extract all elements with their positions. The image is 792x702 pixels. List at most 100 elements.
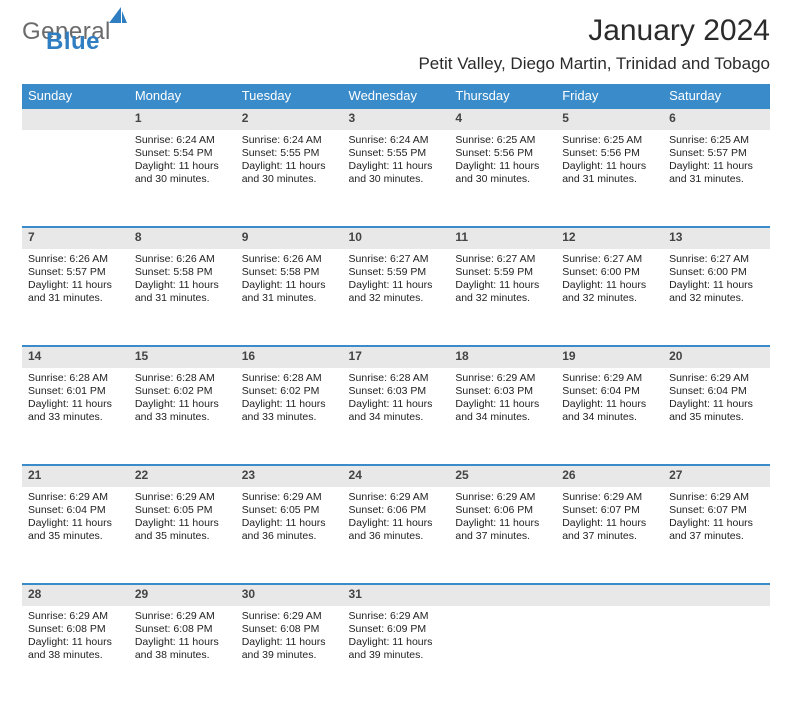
day-content-cell: Sunrise: 6:29 AMSunset: 6:06 PMDaylight:… — [343, 487, 450, 584]
day-info-line: and 37 minutes. — [669, 530, 764, 543]
logo-sail-icon — [107, 5, 129, 25]
day-info-line: Daylight: 11 hours — [455, 517, 550, 530]
day-info-line: Sunrise: 6:29 AM — [455, 372, 550, 385]
day-info-line: and 31 minutes. — [135, 292, 230, 305]
day-header-row: Sunday Monday Tuesday Wednesday Thursday… — [22, 84, 770, 108]
day-info-line: Daylight: 11 hours — [669, 398, 764, 411]
day-content-cell: Sunrise: 6:29 AMSunset: 6:05 PMDaylight:… — [129, 487, 236, 584]
day-info-line: and 30 minutes. — [455, 173, 550, 186]
day-content-cell: Sunrise: 6:26 AMSunset: 5:58 PMDaylight:… — [236, 249, 343, 346]
day-info-line: Daylight: 11 hours — [349, 160, 444, 173]
day-info-line: Daylight: 11 hours — [242, 279, 337, 292]
day-content-cell — [663, 606, 770, 702]
day-info-line: Daylight: 11 hours — [562, 160, 657, 173]
day-content-cell: Sunrise: 6:28 AMSunset: 6:02 PMDaylight:… — [129, 368, 236, 465]
day-info-line: and 32 minutes. — [455, 292, 550, 305]
day-info-line: Sunrise: 6:29 AM — [669, 372, 764, 385]
day-content-cell: Sunrise: 6:24 AMSunset: 5:54 PMDaylight:… — [129, 130, 236, 227]
day-info-line: and 38 minutes. — [135, 649, 230, 662]
day-info-line: Sunset: 6:03 PM — [349, 385, 444, 398]
day-info-line: Sunset: 6:03 PM — [455, 385, 550, 398]
day-info-line: Sunrise: 6:25 AM — [455, 134, 550, 147]
page-subtitle: Petit Valley, Diego Martin, Trinidad and… — [418, 54, 770, 74]
day-number-cell: 1 — [129, 108, 236, 130]
day-info-line: and 36 minutes. — [349, 530, 444, 543]
day-number-cell: 10 — [343, 227, 450, 249]
day-info-line: Sunrise: 6:27 AM — [562, 253, 657, 266]
day-info-line: Sunset: 6:01 PM — [28, 385, 123, 398]
day-content-cell: Sunrise: 6:29 AMSunset: 6:04 PMDaylight:… — [663, 368, 770, 465]
day-info-line: Sunset: 6:04 PM — [562, 385, 657, 398]
day-info-line: and 35 minutes. — [669, 411, 764, 424]
day-info-line: Daylight: 11 hours — [349, 398, 444, 411]
day-number-cell — [663, 584, 770, 606]
day-info-line: and 32 minutes. — [669, 292, 764, 305]
day-content-cell: Sunrise: 6:29 AMSunset: 6:08 PMDaylight:… — [236, 606, 343, 702]
day-info-line: Sunset: 6:08 PM — [28, 623, 123, 636]
day-content-cell: Sunrise: 6:29 AMSunset: 6:07 PMDaylight:… — [663, 487, 770, 584]
day-content-cell: Sunrise: 6:29 AMSunset: 6:08 PMDaylight:… — [129, 606, 236, 702]
day-info-line: Sunset: 5:58 PM — [242, 266, 337, 279]
day-info-line: Sunrise: 6:26 AM — [242, 253, 337, 266]
day-content-row: Sunrise: 6:28 AMSunset: 6:01 PMDaylight:… — [22, 368, 770, 465]
day-number-cell: 2 — [236, 108, 343, 130]
day-number-cell: 17 — [343, 346, 450, 368]
day-info-line: Sunset: 5:59 PM — [349, 266, 444, 279]
day-info-line: and 37 minutes. — [455, 530, 550, 543]
day-info-line: Sunrise: 6:29 AM — [242, 491, 337, 504]
day-info-line: Sunrise: 6:28 AM — [349, 372, 444, 385]
day-info-line: Sunset: 6:02 PM — [242, 385, 337, 398]
day-info-line: Daylight: 11 hours — [562, 517, 657, 530]
day-content-cell: Sunrise: 6:29 AMSunset: 6:05 PMDaylight:… — [236, 487, 343, 584]
day-content-row: Sunrise: 6:24 AMSunset: 5:54 PMDaylight:… — [22, 130, 770, 227]
day-number-cell: 29 — [129, 584, 236, 606]
day-info-line: and 31 minutes. — [242, 292, 337, 305]
day-info-line: Sunset: 6:08 PM — [135, 623, 230, 636]
day-number-cell: 18 — [449, 346, 556, 368]
day-info-line: Sunset: 6:04 PM — [28, 504, 123, 517]
day-info-line: Sunset: 6:00 PM — [562, 266, 657, 279]
day-number-cell — [449, 584, 556, 606]
day-info-line: Daylight: 11 hours — [455, 160, 550, 173]
day-content-cell: Sunrise: 6:26 AMSunset: 5:57 PMDaylight:… — [22, 249, 129, 346]
day-info-line: Sunset: 6:05 PM — [242, 504, 337, 517]
day-info-line: Sunrise: 6:29 AM — [669, 491, 764, 504]
day-content-cell: Sunrise: 6:27 AMSunset: 6:00 PMDaylight:… — [663, 249, 770, 346]
day-info-line: Sunrise: 6:24 AM — [242, 134, 337, 147]
day-number-cell: 21 — [22, 465, 129, 487]
day-info-line: Sunset: 6:02 PM — [135, 385, 230, 398]
day-content-cell: Sunrise: 6:27 AMSunset: 6:00 PMDaylight:… — [556, 249, 663, 346]
day-info-line: Sunrise: 6:27 AM — [455, 253, 550, 266]
day-content-cell: Sunrise: 6:29 AMSunset: 6:03 PMDaylight:… — [449, 368, 556, 465]
day-info-line: Sunset: 6:00 PM — [669, 266, 764, 279]
day-content-cell: Sunrise: 6:25 AMSunset: 5:57 PMDaylight:… — [663, 130, 770, 227]
day-info-line: Daylight: 11 hours — [28, 398, 123, 411]
day-info-line: Sunset: 6:06 PM — [349, 504, 444, 517]
day-content-cell: Sunrise: 6:25 AMSunset: 5:56 PMDaylight:… — [449, 130, 556, 227]
day-info-line: Daylight: 11 hours — [669, 279, 764, 292]
day-number-cell: 27 — [663, 465, 770, 487]
calendar-table: Sunday Monday Tuesday Wednesday Thursday… — [22, 84, 770, 702]
day-info-line: Daylight: 11 hours — [28, 279, 123, 292]
day-info-line: Daylight: 11 hours — [242, 398, 337, 411]
day-info-line: and 35 minutes. — [28, 530, 123, 543]
day-info-line: Sunset: 6:06 PM — [455, 504, 550, 517]
day-info-line: Sunset: 5:56 PM — [562, 147, 657, 160]
day-info-line: Daylight: 11 hours — [349, 279, 444, 292]
day-info-line: and 35 minutes. — [135, 530, 230, 543]
day-number-cell: 7 — [22, 227, 129, 249]
day-info-line: Daylight: 11 hours — [455, 279, 550, 292]
day-info-line: and 32 minutes. — [349, 292, 444, 305]
day-number-cell: 24 — [343, 465, 450, 487]
day-number-cell — [22, 108, 129, 130]
day-info-line: Sunrise: 6:28 AM — [135, 372, 230, 385]
day-content-cell: Sunrise: 6:29 AMSunset: 6:09 PMDaylight:… — [343, 606, 450, 702]
day-info-line: Daylight: 11 hours — [242, 636, 337, 649]
day-info-line: Sunset: 6:09 PM — [349, 623, 444, 636]
day-info-line: and 33 minutes. — [28, 411, 123, 424]
day-content-cell: Sunrise: 6:27 AMSunset: 5:59 PMDaylight:… — [343, 249, 450, 346]
logo: General Blue — [22, 18, 133, 74]
day-number-cell: 16 — [236, 346, 343, 368]
day-info-line: and 36 minutes. — [242, 530, 337, 543]
day-info-line: Sunrise: 6:29 AM — [28, 491, 123, 504]
